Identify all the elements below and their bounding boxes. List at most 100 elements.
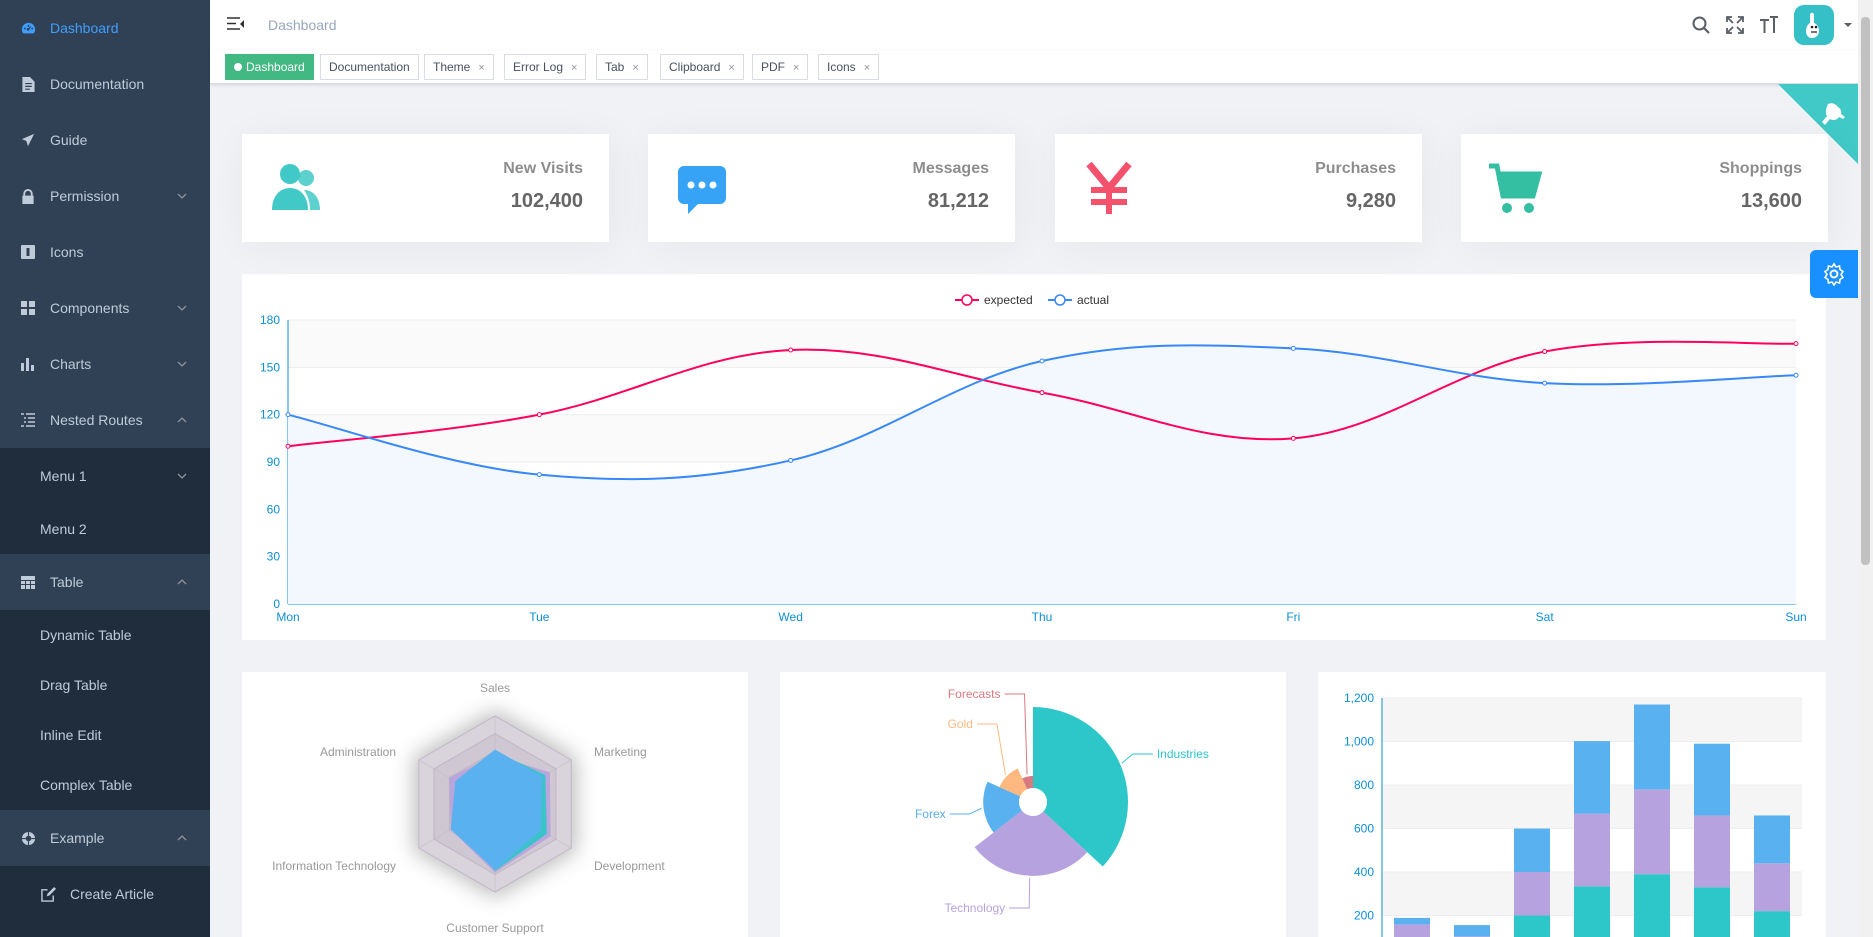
tag-clipboard[interactable]: Clipboard × [660,54,744,80]
edit-icon [40,886,56,902]
y-tick-label: 120 [260,408,280,422]
pie-chart-card: Industries Technology Forex Gold Forecasts [780,672,1286,937]
close-icon[interactable]: × [478,62,485,74]
tag-tab[interactable]: Tab × [596,54,648,80]
bar-segment [1754,815,1790,864]
pie-label: Forecasts [948,687,1001,701]
sidebar-item-icons[interactable]: Icons [0,224,210,280]
sidebar-item-charts[interactable]: Charts [0,336,210,392]
sidebar-item-components[interactable]: Components [0,280,210,336]
sidebar-item-nested-routes[interactable]: Nested Routes [0,392,210,448]
tag-label: PDF [761,60,785,74]
sidebar-item-example[interactable]: Example [0,810,210,866]
x-tick-label: Thu [1032,610,1053,624]
settings-button[interactable] [1810,250,1858,298]
tag-documentation[interactable]: Documentation [320,54,419,80]
sidebar-item-guide[interactable]: Guide [0,112,210,168]
scrollbar-thumb[interactable] [1861,17,1870,565]
close-icon[interactable]: × [793,62,800,74]
radar-indicator-label: Development [594,859,665,873]
panel-shoppings[interactable]: Shoppings 13,600 [1461,134,1828,242]
close-icon[interactable]: × [728,62,735,74]
data-point [1793,372,1799,378]
sidebar-item-menu-2[interactable]: Menu 2 [0,504,210,554]
caret-down-icon[interactable] [1838,0,1858,50]
gear-icon [1823,262,1845,286]
sidebar-item-create-article[interactable]: Create Article [0,866,210,922]
font-size-icon[interactable] [1752,0,1786,50]
tag-label: Theme [433,60,471,74]
pie-chart[interactable]: Industries Technology Forex Gold Forecasts [780,672,1286,937]
panel-new-visits[interactable]: New Visits 102,400 [242,134,609,242]
dashboard-main: New Visits 102,400 Messages 81,212 Purchas… [210,84,1858,937]
tag-error-log[interactable]: Error Log × [504,54,587,80]
sidebar-item-complex-table[interactable]: Complex Table [0,760,210,810]
charts-icon [20,356,36,372]
navbar: Dashboard [210,0,1858,50]
sidebar-item-label: Charts [50,356,92,372]
y-tick-label: 180 [260,313,280,327]
grid-band [1382,698,1802,742]
sidebar-item-label: Documentation [50,76,145,92]
pie-slice [1033,707,1128,867]
panel-value: 81,212 [927,190,989,212]
fullscreen-icon[interactable] [1718,0,1752,50]
sidebar-item-inline-edit[interactable]: Inline Edit [0,710,210,760]
chevron-down-icon [177,361,187,367]
bar-chart[interactable]: 200 400 600 800 1,000 1,200 [1318,672,1826,937]
hamburger-icon[interactable] [226,15,246,35]
sidebar: Dashboard Documentation Guide Permission… [0,0,210,937]
tag-theme[interactable]: Theme × [424,54,494,80]
y-tick-label: 1,000 [1344,735,1374,749]
bar-segment [1394,917,1430,925]
radar-chart[interactable]: Sales Marketing Development Customer Suppor… [242,672,748,937]
sidebar-item-partial[interactable] [0,922,210,937]
sidebar-item-menu-1[interactable]: Menu 1 [0,448,210,504]
tag-label: Error Log [513,60,564,74]
nested-routes-submenu: Menu 1 Menu 2 [0,448,210,554]
search-icon[interactable] [1684,0,1718,50]
breadcrumb[interactable]: Dashboard [268,17,337,33]
bar-segment [1754,863,1790,912]
close-icon[interactable]: × [632,62,639,74]
bar-chart-card: 200 400 600 800 1,000 1,200 [1318,672,1826,937]
radar-indicator-label: Customer Support [446,921,544,935]
close-icon[interactable]: × [863,62,871,74]
sidebar-item-label: Icons [50,244,84,260]
pie-slice [1022,776,1033,790]
sidebar-item-label: Components [50,300,130,316]
sidebar-item-documentation[interactable]: Documentation [0,56,210,112]
github-corner-icon[interactable] [1778,84,1858,164]
pie-label: Forex [915,807,946,821]
bar-segment [1454,925,1490,937]
pie-slice [974,810,1088,876]
tag-label: Tab [605,60,625,74]
close-icon[interactable]: × [571,62,578,74]
tag-pdf[interactable]: PDF × [752,54,809,80]
panel-purchases[interactable]: Purchases 9,280 [1055,134,1422,242]
bar-segment [1514,915,1550,937]
y-tick-label: 150 [260,360,280,374]
chevron-down-icon [177,305,187,311]
panel-value: 102,400 [510,190,583,212]
tag-label: Dashboard [246,60,305,74]
tag-dashboard[interactable]: Dashboard [225,54,314,80]
y-tick-label: 400 [1354,865,1374,879]
y-tick-label: 30 [267,550,281,564]
legend-label: actual [1077,293,1109,307]
line-chart[interactable]: 0 30 60 90 120 150 180 Mon Tue Wed Thu Fri Sat Sun exp… [242,274,1826,640]
sidebar-item-permission[interactable]: Permission [0,168,210,224]
sidebar-item-dynamic-table[interactable]: Dynamic Table [0,610,210,660]
sidebar-item-dashboard[interactable]: Dashboard [0,0,210,56]
tags-view: Dashboard Documentation Theme × Error Log… [210,50,1858,84]
data-point [536,412,542,418]
sidebar-item-drag-table[interactable]: Drag Table [0,660,210,710]
panel-messages[interactable]: Messages 81,212 [648,134,1015,242]
avatar[interactable] [1794,5,1834,45]
sidebar-item-label: Menu 2 [40,521,87,537]
data-point [1039,358,1045,364]
page-scrollbar[interactable] [1858,0,1873,937]
tag-icons[interactable]: Icons × [818,54,880,80]
radar-indicator-label: Administration [320,745,396,759]
sidebar-item-table[interactable]: Table [0,554,210,610]
